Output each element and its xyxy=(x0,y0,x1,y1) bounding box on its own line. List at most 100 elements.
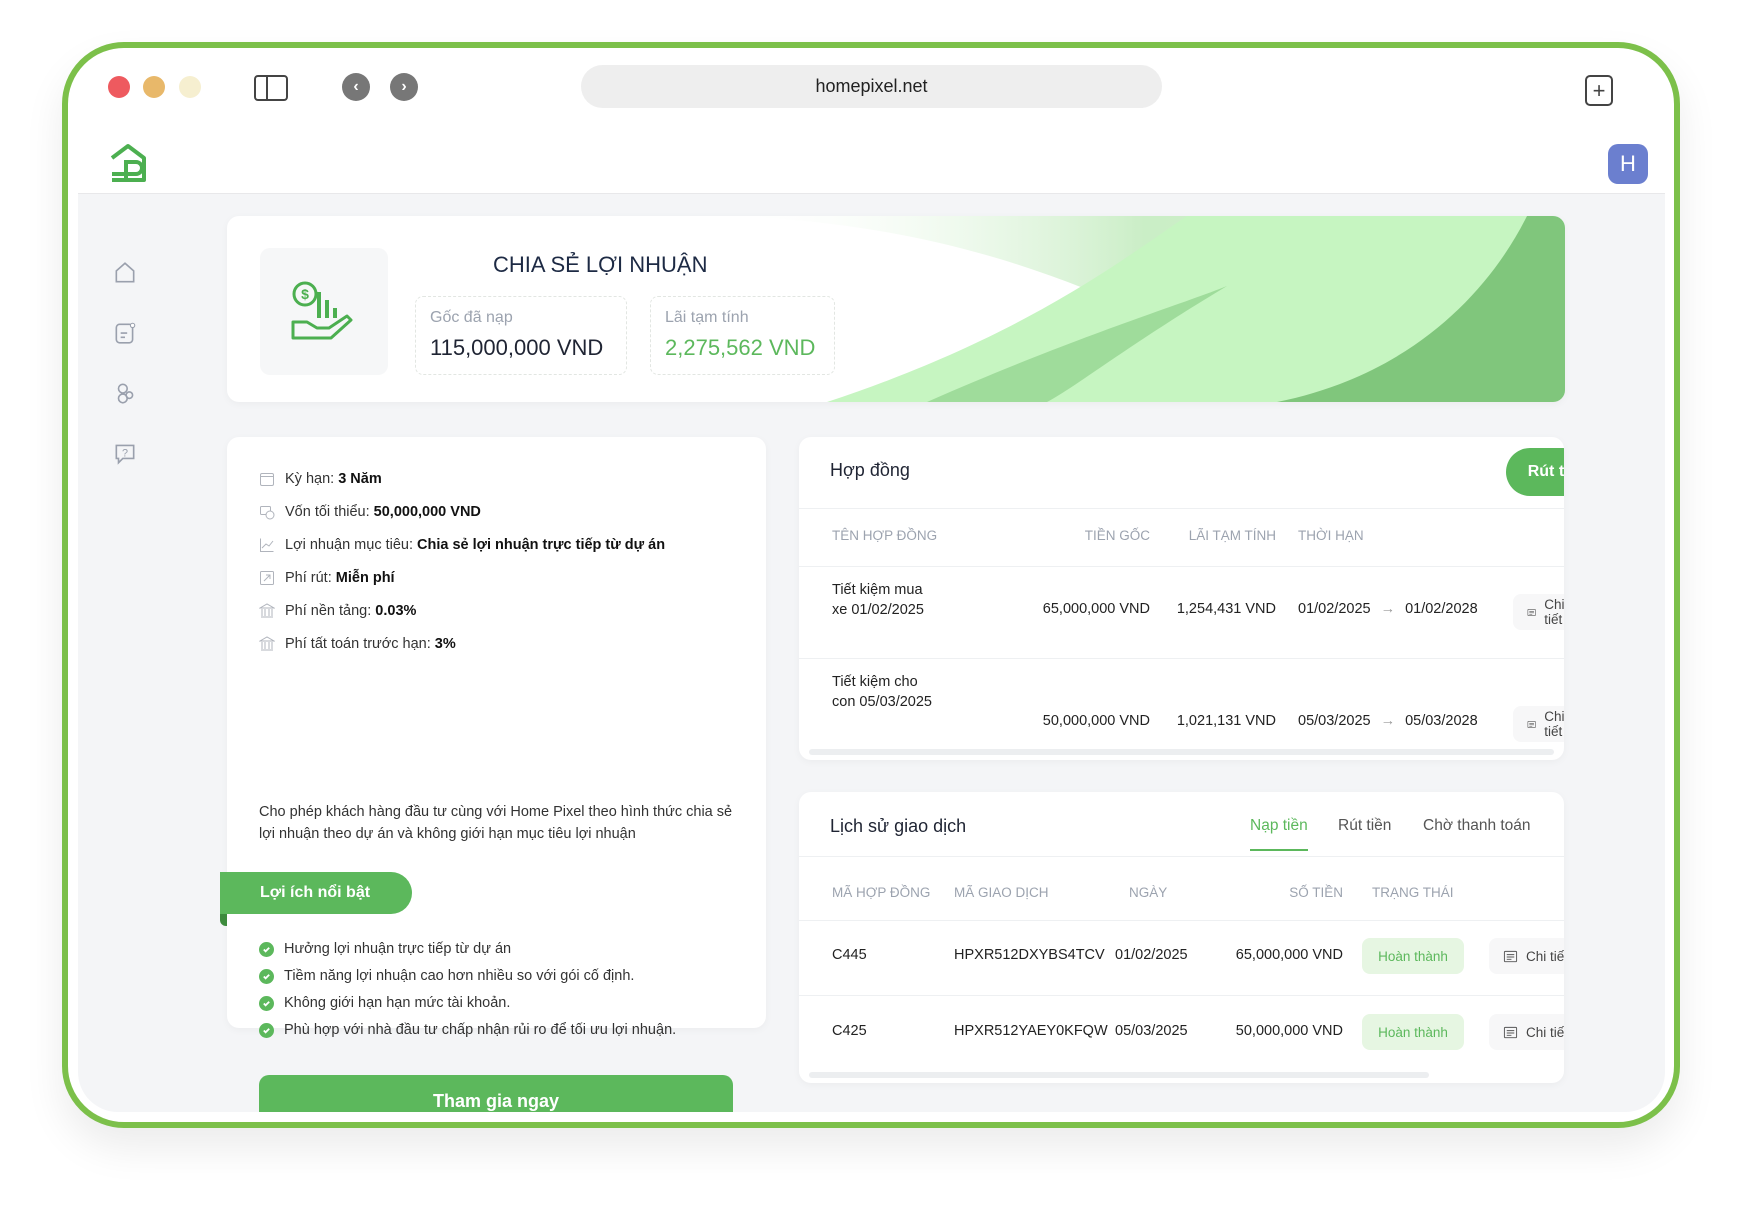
contract-name: Tiết kiệm cho con 05/03/2025 xyxy=(832,674,932,710)
history-title: Lịch sử giao dịch xyxy=(830,816,967,836)
divider xyxy=(799,920,1564,921)
table-row: C445 HPXR512DXYBS4TCV 01/02/2025 65,000,… xyxy=(799,920,1564,996)
benefit-item: Tiềm năng lợi nhuận cao hơn nhiều so với… xyxy=(259,968,676,984)
info-label: Phí rút: Miễn phí xyxy=(285,570,395,586)
top-header: H xyxy=(78,132,1665,194)
info-label: Kỳ hạn: 3 Năm xyxy=(285,471,382,487)
column-header: NGÀY xyxy=(1129,885,1168,900)
info-list: Kỳ hạn: 3 Năm Vốn tối thiểu: 50,000,000 V… xyxy=(259,469,665,667)
column-header: THỜI HẠN xyxy=(1298,528,1364,543)
info-label: Phí tất toán trước hạn: 3% xyxy=(285,636,456,652)
divider xyxy=(799,566,1564,567)
document-icon xyxy=(1527,608,1536,616)
date: 01/02/2025 xyxy=(1115,947,1188,963)
app: H ? $ CHIA SẺ LỢI NHUẬN Gốc đã nạp 115,0… xyxy=(78,132,1665,1112)
calendar-icon xyxy=(259,471,275,487)
info-label: Vốn tối thiểu: 50,000,000 VND xyxy=(285,504,481,520)
new-tab-icon[interactable]: + xyxy=(1585,75,1613,106)
benefit-item: Hưởng lợi nhuận trực tiếp từ dự án xyxy=(259,941,676,957)
interest-stat: Lãi tạm tính 2,275,562 VND xyxy=(650,296,835,375)
stat-value: 115,000,000 VND xyxy=(430,335,604,360)
sidebar-toggle-icon[interactable] xyxy=(254,75,288,101)
arrow-right-icon: → xyxy=(1380,713,1396,729)
product-description: Cho phép khách hàng đầu tư cùng với Home… xyxy=(259,804,733,842)
stat-value: 2,275,562 VND xyxy=(665,335,816,360)
info-value: 3 Năm xyxy=(338,471,382,487)
table-row: Tiết kiệm cho con 05/03/2025 50,000,000 … xyxy=(799,658,1564,760)
bank-icon xyxy=(259,636,275,652)
tab-pending[interactable]: Chờ thanh toán xyxy=(1423,817,1531,834)
benefit-text: Hưởng lợi nhuận trực tiếp từ dự án xyxy=(284,941,512,957)
benefit-text: Phù hợp với nhà đầu tư chấp nhận rủi ro … xyxy=(284,1022,677,1038)
contract-code: C425 xyxy=(832,1023,867,1039)
divider xyxy=(799,856,1564,857)
detail-button[interactable]: Chi tiết xyxy=(1513,594,1564,630)
stat-label: Gốc đã nạp xyxy=(430,309,513,326)
horizontal-scrollbar[interactable] xyxy=(809,1072,1429,1078)
money-icon xyxy=(259,504,275,520)
close-window-button[interactable] xyxy=(108,76,130,98)
transaction-code: HPXR512YAEY0KFQW xyxy=(954,1023,1108,1039)
stat-label: Lãi tạm tính xyxy=(665,309,749,326)
term-range: 05/03/2025 → 05/03/2028 xyxy=(1298,713,1478,729)
benefits-title: Lợi ích nổi bật xyxy=(260,884,371,901)
column-header: MÃ HỢP ĐỒNG xyxy=(832,885,931,900)
term-range: 01/02/2025 → 01/02/2028 xyxy=(1298,601,1478,617)
info-value: 50,000,000 VND xyxy=(373,504,481,520)
status-badge: Hoàn thành xyxy=(1362,938,1464,974)
contracts-title: Hợp đồng xyxy=(830,460,910,480)
info-value: Chia sẻ lợi nhuận trực tiếp từ dự án xyxy=(417,537,666,553)
benefit-text: Tiềm năng lợi nhuận cao hơn nhiều so với… xyxy=(284,968,635,984)
homepixel-logo[interactable] xyxy=(106,142,150,186)
minimize-window-button[interactable] xyxy=(143,76,165,98)
users-icon[interactable] xyxy=(112,380,138,406)
withdraw-button[interactable]: Rút tiền xyxy=(1506,448,1564,496)
date: 05/03/2025 xyxy=(1115,1023,1188,1039)
info-item: Phí rút: Miễn phí xyxy=(259,568,665,588)
bank-icon xyxy=(259,603,275,619)
url-text: homepixel.net xyxy=(815,76,928,96)
tab-withdraw[interactable]: Rút tiền xyxy=(1338,817,1392,834)
transaction-history-card: Lịch sử giao dịch Nạp tiền Rút tiền Chờ … xyxy=(799,792,1564,1083)
status-badge: Hoàn thành xyxy=(1362,1014,1464,1050)
transaction-code: HPXR512DXYBS4TCV xyxy=(954,947,1105,963)
help-chat-icon[interactable]: ? xyxy=(112,440,138,466)
detail-button[interactable]: Chi tiết xyxy=(1489,1014,1564,1050)
maximize-window-button[interactable] xyxy=(179,76,201,98)
detail-button[interactable]: Chi tiết xyxy=(1489,938,1564,974)
column-header: SỐ TIỀN xyxy=(1289,885,1343,900)
tab-deposit[interactable]: Nạp tiền xyxy=(1250,817,1308,851)
benefits-ribbon: Lợi ích nổi bật xyxy=(220,872,412,914)
divider xyxy=(799,658,1564,659)
svg-text:$: $ xyxy=(301,286,309,302)
document-icon[interactable] xyxy=(112,320,138,346)
document-icon xyxy=(1503,1026,1518,1038)
detail-button[interactable]: Chi tiết xyxy=(1513,706,1564,742)
back-button[interactable]: ‹ xyxy=(342,73,370,101)
join-now-button[interactable]: Tham gia ngay xyxy=(259,1075,733,1112)
svg-text:?: ? xyxy=(122,447,128,459)
arrow-right-icon: → xyxy=(1380,601,1396,617)
info-label: Phí nền tảng: 0.03% xyxy=(285,603,417,619)
home-icon[interactable] xyxy=(112,260,138,286)
chart-line-icon xyxy=(259,537,275,553)
avatar[interactable]: H xyxy=(1608,144,1648,184)
address-bar[interactable]: homepixel.net xyxy=(581,65,1162,108)
benefit-item: Phù hợp với nhà đầu tư chấp nhận rủi ro … xyxy=(259,1022,676,1038)
info-item: Vốn tối thiểu: 50,000,000 VND xyxy=(259,502,665,522)
info-value: 3% xyxy=(434,636,456,652)
interest: 1,254,431 VND xyxy=(1176,601,1276,617)
money-growth-icon: $ xyxy=(291,281,353,339)
table-row: C425 HPXR512YAEY0KFQW 05/03/2025 50,000,… xyxy=(799,996,1564,1072)
column-header: LÃI TẠM TÍNH xyxy=(1188,528,1276,543)
document-icon xyxy=(1503,950,1518,962)
amount: 50,000,000 VND xyxy=(1235,1023,1343,1039)
horizontal-scrollbar[interactable] xyxy=(809,749,1554,755)
external-arrow-icon xyxy=(259,570,275,586)
check-circle-icon xyxy=(259,995,274,1011)
banner-wave-decoration xyxy=(727,216,1565,402)
info-value: 0.03% xyxy=(375,603,417,619)
forward-button[interactable]: › xyxy=(390,73,418,101)
check-circle-icon xyxy=(259,968,274,984)
check-circle-icon xyxy=(259,941,274,957)
